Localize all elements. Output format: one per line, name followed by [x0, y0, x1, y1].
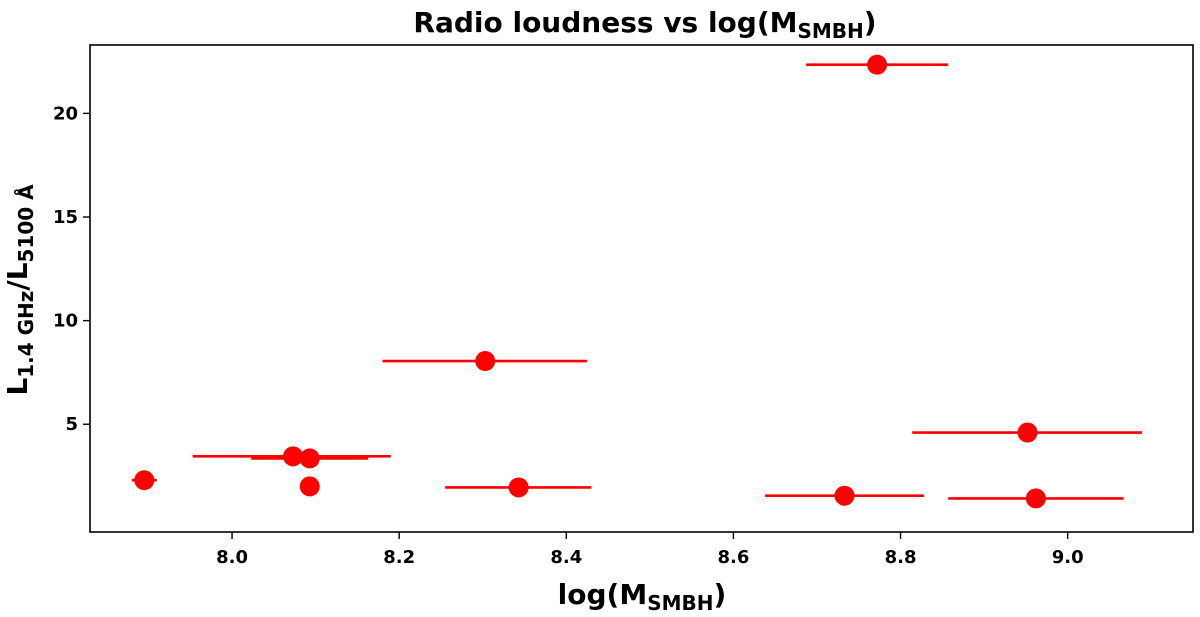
point-marker [867, 54, 888, 75]
x-tick-label: 8.8 [885, 547, 917, 568]
y-axis-label: L1.4 GHz/L5100 Å [1, 184, 38, 396]
data-point-10 [948, 488, 1124, 509]
x-tick-label: 8.4 [550, 547, 582, 568]
data-point-8 [806, 54, 949, 75]
y-tick-label: 20 [53, 103, 78, 124]
point-marker [299, 476, 320, 497]
data-point-5 [382, 351, 588, 372]
data-point-9 [912, 422, 1143, 443]
x-axis: 8.0 8.2 8.4 8.6 8.8 9.0 [216, 532, 1084, 568]
y-tick-label: 5 [65, 414, 78, 435]
point-marker [1025, 488, 1046, 509]
x-tick-label: 8.0 [216, 547, 248, 568]
point-marker [834, 485, 855, 506]
data-point-2 [192, 446, 391, 467]
x-tick-label: 9.0 [1052, 547, 1084, 568]
point-marker [283, 446, 304, 467]
point-marker [1017, 422, 1038, 443]
point-marker [475, 351, 496, 372]
y-axis: 5 10 15 20 [53, 103, 90, 435]
y-tick-label: 15 [53, 207, 78, 228]
x-tick-label: 8.2 [383, 547, 415, 568]
data-point-3 [251, 448, 369, 469]
point-marker [508, 477, 529, 498]
plot-frame [89, 44, 1194, 533]
data-point-1 [131, 470, 157, 491]
plot-area [131, 54, 1143, 509]
data-point-6 [445, 477, 592, 498]
x-axis-label: log(MSMBH) [558, 578, 727, 615]
data-point-7 [765, 485, 924, 506]
chart-title: Radio loudness vs log(MSMBH) [413, 6, 876, 43]
point-marker [134, 470, 155, 491]
y-tick-label: 10 [53, 311, 78, 332]
point-marker [299, 448, 320, 469]
x-tick-label: 8.6 [717, 547, 749, 568]
data-point-4 [299, 476, 320, 497]
